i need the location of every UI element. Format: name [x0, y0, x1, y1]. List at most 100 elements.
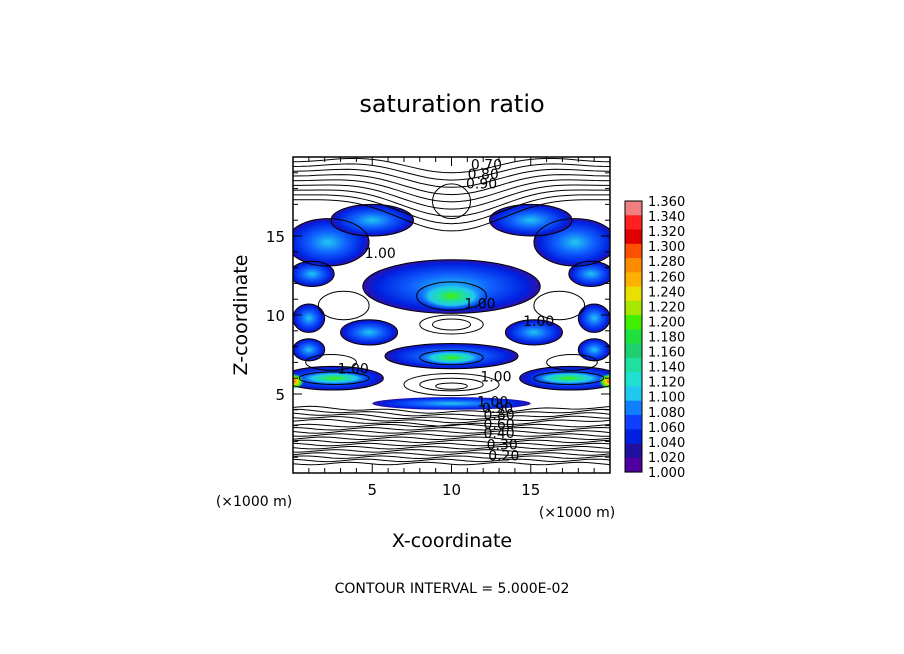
field-right-edge-peak	[598, 373, 610, 390]
colorbar-label: 1.360	[648, 195, 685, 210]
band-contour	[293, 260, 335, 288]
upper-contour	[293, 174, 610, 196]
lower-contour	[293, 426, 610, 431]
lower-contour	[293, 412, 610, 421]
closed-contour	[419, 377, 484, 392]
x-axis-unit-right: (×1000 m)	[539, 505, 615, 521]
colorbar-swatch	[625, 457, 642, 473]
band-contour	[293, 218, 370, 267]
lower-contour	[293, 449, 610, 453]
field-right-upper-cap	[489, 204, 572, 236]
colorbar-swatch	[625, 343, 642, 359]
colorbar-label: 1.340	[648, 210, 685, 225]
colorbar: 1.3601.3401.3201.3001.2801.2601.2401.220…	[624, 195, 685, 481]
lower-contour	[293, 415, 610, 424]
lower-contour	[293, 452, 610, 456]
colorbar-label: 1.140	[648, 361, 685, 376]
colorbar-swatch	[625, 429, 642, 445]
upper-contour	[293, 194, 610, 225]
lower-contour	[293, 405, 610, 414]
upper-contour	[293, 168, 610, 188]
contour-label: 0.70	[471, 158, 502, 174]
band-contour	[362, 259, 541, 314]
colorbar-swatch	[625, 300, 642, 316]
contour-lines	[293, 157, 610, 466]
upper-contour	[293, 179, 610, 203]
lower-contour	[293, 442, 610, 447]
colorbar-swatch	[625, 215, 642, 231]
field-left-mid-band	[340, 319, 398, 346]
x-axis-ticks: 5 10 15	[308, 157, 595, 499]
contour-label: 0.80	[484, 407, 515, 423]
field-right-mid-band	[505, 319, 563, 346]
field-left-edge-mid2	[293, 338, 325, 361]
x-tick-label: 15	[521, 481, 540, 499]
colorbar-label: 1.180	[648, 331, 685, 346]
colorbar-swatch	[625, 443, 642, 459]
upper-contour	[293, 163, 610, 181]
contour-label: 1.00	[365, 246, 396, 262]
contour-label: 1.00	[338, 362, 369, 378]
y-axis-label: Z-coordinate	[230, 255, 252, 376]
field-right-lower-core	[533, 371, 604, 385]
contour-labels: 0.700.800.901.001.001.001.00 1.001.000.90…	[338, 158, 555, 465]
field-center-mid-core	[419, 350, 484, 365]
lower-contour	[293, 423, 610, 428]
colorbar-label: 1.260	[648, 270, 685, 285]
colorbar-label: 1.060	[648, 421, 685, 436]
y-tick-label: 10	[266, 307, 285, 325]
colorbar-swatch	[625, 243, 642, 259]
closed-contour	[435, 382, 468, 390]
band-contour	[489, 203, 573, 237]
y-axis-ticks: 5 10 15	[266, 172, 610, 458]
band-contour	[519, 365, 610, 391]
plot-area: 0.700.800.901.001.001.001.00 1.001.000.90…	[292, 156, 611, 474]
x-tick-label: 5	[367, 481, 377, 499]
lower-contour	[293, 436, 610, 441]
closed-contour	[533, 290, 586, 321]
band-contour	[568, 260, 610, 288]
closed-contour	[317, 290, 370, 321]
contour-label: 1.00	[477, 395, 508, 411]
colorbar-label: 1.220	[648, 300, 685, 315]
y-tick-label: 15	[266, 228, 285, 246]
colorbar-swatch	[625, 400, 642, 416]
chart-title: saturation ratio	[359, 90, 544, 118]
lower-contour	[293, 439, 610, 444]
colorbar-label: 1.040	[648, 436, 685, 451]
field-left-edge-peak	[293, 373, 305, 390]
contour-label: 0.30	[487, 437, 518, 453]
contour-label: 1.00	[464, 297, 495, 313]
contour-label: 1.00	[480, 369, 511, 385]
lower-contour	[293, 418, 610, 427]
field-right-edge-mid	[578, 303, 610, 333]
colorbar-label: 1.020	[648, 451, 685, 466]
band-contour	[293, 365, 384, 391]
closed-contour	[431, 318, 472, 331]
upper-contour	[293, 189, 610, 217]
band-contour	[577, 303, 610, 333]
y-tick-label: 5	[275, 386, 285, 404]
upper-contour	[293, 199, 610, 232]
field-left-lower-core	[299, 371, 370, 385]
contour-label: 0.90	[482, 401, 513, 417]
closed-contour	[431, 183, 472, 220]
contour-label: 0.40	[484, 426, 515, 442]
field-left-upper-cap	[331, 204, 414, 236]
colorbar-swatch	[625, 357, 642, 373]
band-contour	[293, 303, 326, 333]
band-contour	[533, 371, 605, 386]
lower-contour	[293, 433, 610, 437]
contour-label: 0.20	[488, 448, 519, 464]
lower-contour	[293, 430, 610, 434]
band-contour	[384, 342, 519, 370]
band-contour	[293, 338, 326, 362]
closed-contour	[546, 354, 598, 371]
contour-label: 1.00	[523, 314, 554, 330]
field-right-edge-mid2	[578, 338, 610, 361]
colorbar-label: 1.120	[648, 376, 685, 391]
field-center-band-core	[416, 281, 487, 311]
band-contour	[504, 319, 563, 346]
lower-contour	[293, 408, 610, 417]
colorbar-swatch	[625, 315, 642, 330]
